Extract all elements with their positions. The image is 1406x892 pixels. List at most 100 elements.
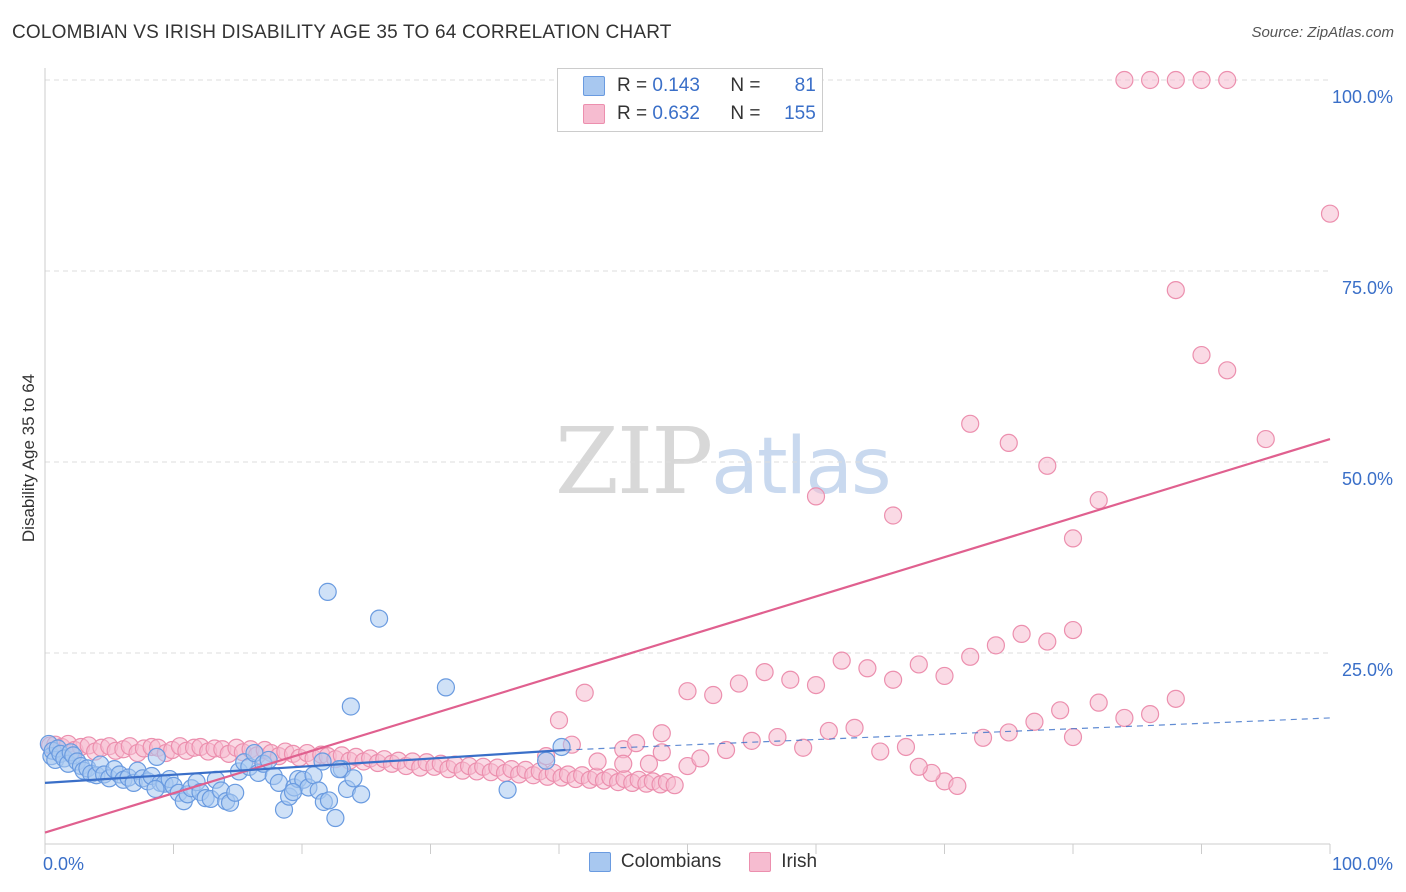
irish-point <box>883 670 903 689</box>
irish-trend-line <box>44 438 1331 834</box>
series-label-colombians: Colombians <box>620 851 722 872</box>
irish-point <box>768 727 787 747</box>
colombian-point <box>226 783 245 802</box>
watermark: ZIPatlas <box>555 408 892 515</box>
irish-point <box>704 685 723 705</box>
colombian-point <box>436 678 456 697</box>
colombian-point <box>370 609 389 628</box>
chart-title: COLOMBIAN VS IRISH DISABILITY AGE 35 TO … <box>12 22 672 43</box>
irish-point <box>806 487 826 506</box>
irish-point <box>832 651 851 670</box>
irish-point <box>961 647 980 666</box>
irish-point <box>871 742 890 761</box>
irish-point <box>1089 693 1108 712</box>
source-label: Source: ZipAtlas.com <box>1251 24 1394 41</box>
irish-point <box>1051 701 1070 720</box>
series-label-irish: Irish <box>781 851 818 872</box>
colombians-points <box>39 582 571 828</box>
colombian-point <box>313 752 332 771</box>
legend-r-value: 0.143 <box>652 75 700 96</box>
irish-point <box>948 776 967 796</box>
irish-point <box>549 711 569 730</box>
irish-point <box>1038 632 1057 651</box>
colombian-point <box>318 582 337 601</box>
irish-point <box>1166 689 1185 708</box>
irish-point <box>909 757 928 776</box>
irish-point <box>1140 705 1160 724</box>
irish-point <box>1038 456 1057 475</box>
irish-point <box>1166 281 1185 300</box>
y-tick-label: 75.0% <box>1342 278 1393 298</box>
colombian-point <box>537 751 556 770</box>
y-tick-label: 50.0% <box>1342 469 1393 489</box>
legend-swatch-irish <box>583 104 605 124</box>
irish-point <box>1115 70 1134 90</box>
irish-point <box>1063 727 1083 747</box>
colombians-trend-line <box>44 748 566 784</box>
irish-point <box>1166 70 1185 90</box>
irish-point <box>1192 70 1211 90</box>
trend-lines <box>44 438 1331 834</box>
colombians-trend-extension <box>565 717 1331 751</box>
legend-swatch-colombians <box>583 76 605 96</box>
irish-point <box>1192 345 1211 365</box>
x-tick-label-min: 0.0% <box>43 854 84 874</box>
irish-point <box>1218 361 1237 380</box>
legend-n-value: 155 <box>784 103 816 124</box>
irish-point <box>665 776 684 795</box>
series-legend-colombians: Colombians <box>588 851 722 873</box>
watermark-atlas: atlas <box>711 422 891 512</box>
series-legend-irish: Irish <box>749 851 817 873</box>
irish-point <box>729 674 749 693</box>
colombian-point <box>283 782 303 802</box>
legend-r-value: 0.632 <box>652 103 700 124</box>
irish-point <box>845 718 864 737</box>
irish-point <box>858 659 877 678</box>
irish-point <box>973 728 993 747</box>
legend-n-label: N = <box>730 103 761 124</box>
colombian-point <box>344 769 363 788</box>
irish-point <box>1320 204 1340 223</box>
legend-row-irish: R = 0.632 N = 155 <box>558 100 816 128</box>
irish-point <box>961 414 980 433</box>
irish-point <box>883 506 903 525</box>
irish-point <box>755 662 774 682</box>
series-legend: Colombians Irish <box>0 851 1406 873</box>
irish-point <box>639 754 659 773</box>
legend-row-colombians: R = 0.143 N = 81 <box>558 72 816 100</box>
irish-point <box>1256 429 1275 449</box>
irish-point <box>1115 708 1134 728</box>
axis-labels: 25.0% 50.0% 75.0% 100.0% 0.0% 100.0% Disabilit… <box>19 87 1393 874</box>
irish-point <box>819 721 838 741</box>
irish-point <box>1218 70 1237 90</box>
irish-point <box>986 636 1006 655</box>
irish-point <box>1063 529 1083 548</box>
colombian-point <box>341 697 360 716</box>
series-swatch-irish <box>749 852 772 872</box>
irish-point <box>806 675 826 695</box>
colombian-point <box>552 737 571 757</box>
legend-n-value: 81 <box>794 75 816 96</box>
irish-point <box>794 738 813 757</box>
irish-point <box>652 724 671 743</box>
irish-point <box>999 723 1018 742</box>
axes <box>44 68 1331 854</box>
irish-point <box>678 682 697 701</box>
x-tick-label-max: 100.0% <box>1332 854 1393 874</box>
grid-lines <box>45 79 1330 654</box>
colombian-point <box>147 747 166 767</box>
irish-point <box>896 737 916 757</box>
y-axis-title: Disability Age 35 to 64 <box>19 374 38 542</box>
irish-point <box>716 740 736 760</box>
y-tick-label: 25.0% <box>1342 660 1393 680</box>
irish-point <box>614 754 633 773</box>
irish-point <box>1140 70 1160 90</box>
irish-point <box>575 683 594 702</box>
irish-point <box>1012 624 1031 644</box>
irish-point <box>781 670 800 689</box>
legend-r-label: R = <box>617 103 648 124</box>
colombian-point <box>498 780 517 799</box>
irish-point <box>742 731 761 750</box>
irish-point <box>935 666 954 686</box>
